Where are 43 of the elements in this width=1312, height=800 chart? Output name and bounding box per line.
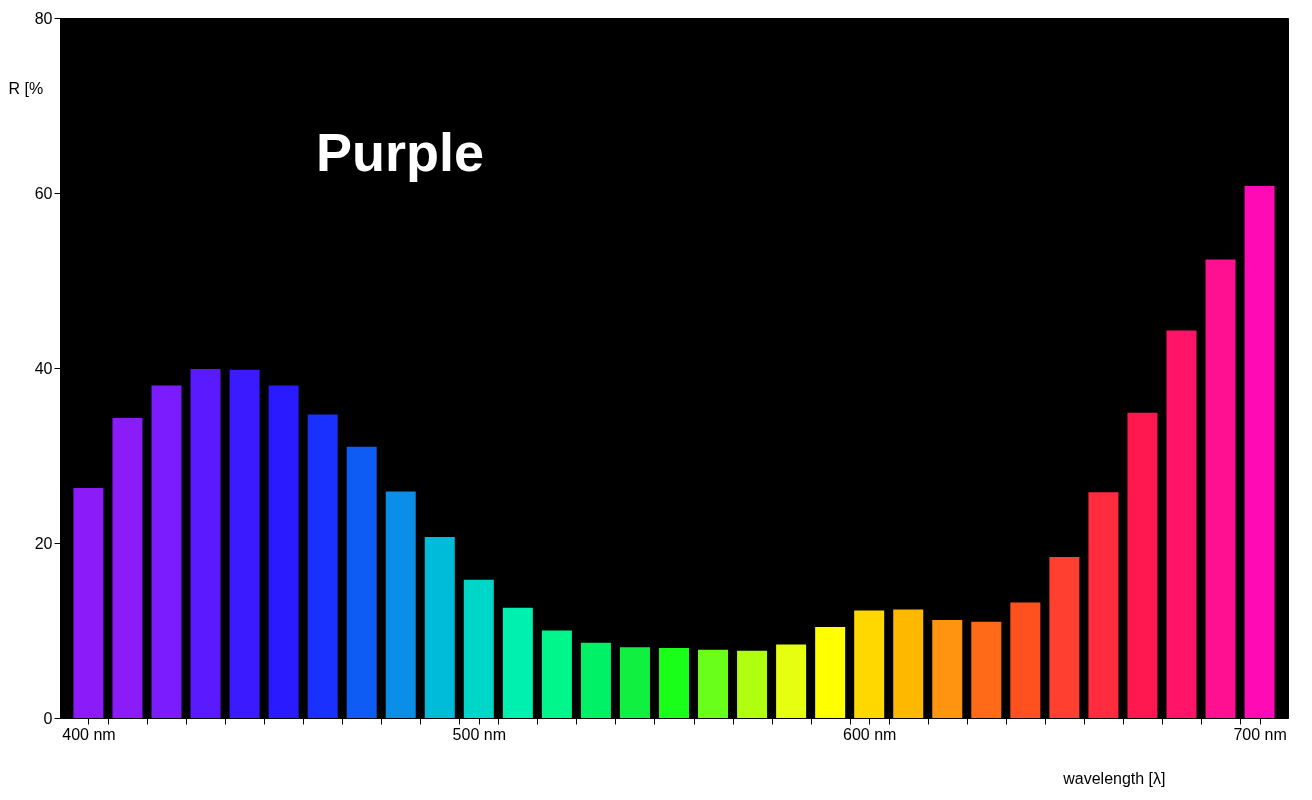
bar [659, 648, 689, 718]
bar [737, 650, 768, 718]
bar [893, 609, 924, 718]
y-tick-label: 80 [34, 9, 53, 27]
y-axis-title: R [% [8, 79, 44, 97]
bar [307, 414, 338, 718]
bar [73, 487, 104, 718]
bar [268, 385, 299, 718]
bar [971, 621, 1002, 718]
bar [580, 642, 611, 718]
y-tick-label: 20 [34, 534, 53, 552]
bar [854, 610, 885, 718]
bar [346, 446, 377, 718]
bar [1205, 259, 1236, 718]
x-axis-title: wavelength [λ] [1062, 769, 1166, 787]
bar [1244, 186, 1275, 718]
text: Purple [316, 122, 485, 182]
bar [619, 647, 650, 718]
bar [1127, 412, 1158, 718]
bar [1049, 557, 1080, 718]
bar [229, 369, 260, 718]
bar [385, 491, 416, 718]
bar [1010, 602, 1041, 718]
bar [698, 649, 729, 718]
bar [541, 630, 572, 718]
bar [112, 417, 143, 718]
bar [424, 536, 455, 718]
y-tick-label: 0 [43, 709, 53, 727]
bar [502, 607, 533, 718]
y-tick-label: 60 [34, 184, 53, 202]
bar [1166, 330, 1197, 718]
bar [776, 644, 807, 718]
x-tick-label: 500 nm [452, 725, 506, 743]
bar [932, 620, 963, 718]
bar [190, 368, 221, 718]
bar [463, 579, 494, 718]
x-tick-label: 400 nm [62, 725, 116, 743]
x-tick-label: 700 nm [1233, 725, 1287, 743]
bar [1088, 492, 1119, 718]
y-tick-label: 40 [34, 359, 53, 377]
bar [815, 627, 846, 718]
bar [151, 385, 182, 718]
x-tick-label: 600 nm [843, 725, 897, 743]
